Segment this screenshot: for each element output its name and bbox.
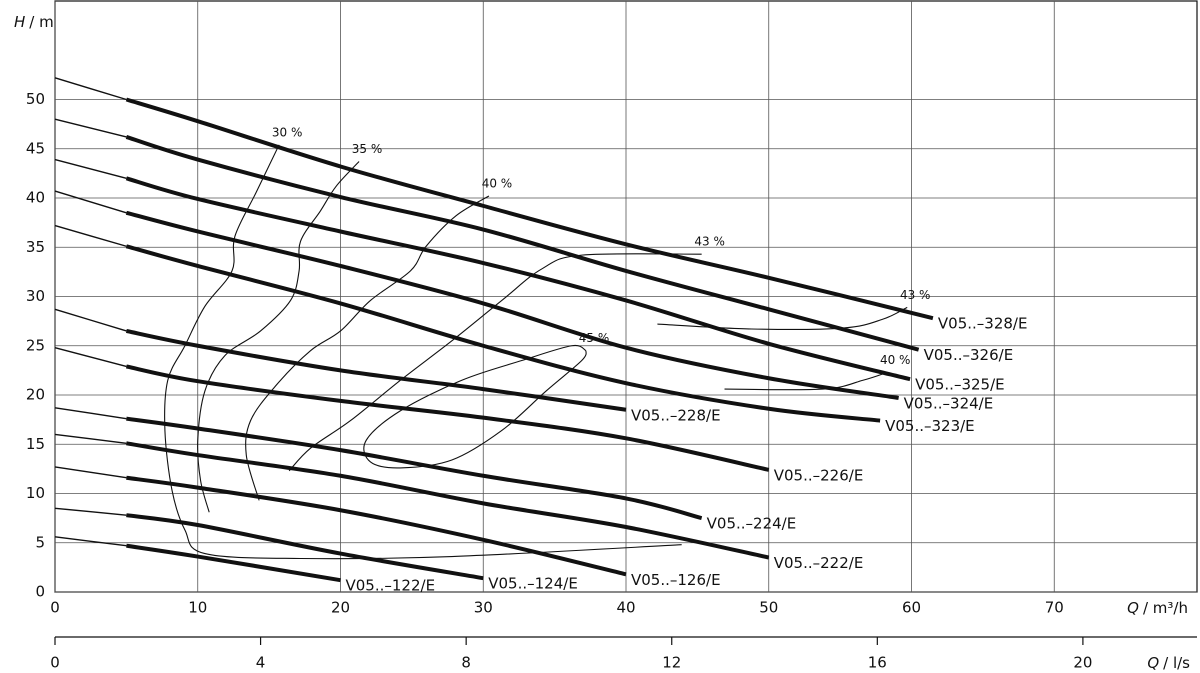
curve-label: V05..–222/E: [774, 554, 864, 572]
x2-axis-label: Q / l/s: [1147, 654, 1190, 672]
x2-tick-label: 20: [1073, 654, 1092, 672]
efficiency-curve: [245, 195, 490, 501]
curve-extension: [54, 190, 127, 214]
pump-curve: [125, 364, 770, 472]
pump-curve: [125, 244, 881, 423]
pump-curve: [126, 475, 627, 577]
efficiency-label: 43 %: [694, 235, 725, 249]
curve-extension: [54, 433, 127, 444]
pump-curve: [125, 135, 920, 352]
y-tick-label: 50: [26, 90, 45, 108]
curve-label: V05..–224/E: [707, 515, 797, 533]
pump-curve: [126, 416, 703, 521]
curve-extension: [54, 158, 127, 179]
curve-extension: [54, 308, 127, 332]
curve-extension: [54, 77, 127, 101]
efficiency-curve: [363, 344, 587, 469]
x-label-symbol: Q: [1127, 599, 1139, 617]
y-axis-label: H / m: [14, 13, 54, 31]
efficiency-label: 40 %: [482, 177, 513, 191]
efficiency-label: 35 %: [352, 142, 383, 156]
pump-curve: [126, 543, 341, 583]
x-tick-label: 10: [188, 599, 207, 617]
pump-curve: [125, 210, 899, 400]
pump-curve: [125, 329, 627, 412]
y-tick-label: 45: [26, 139, 45, 157]
efficiency-label: 43 %: [900, 288, 931, 302]
curve-extension: [54, 536, 127, 547]
curve-label: V05..–124/E: [488, 575, 578, 593]
curve-label: V05..–226/E: [774, 466, 864, 484]
efficiency-label: 30 %: [272, 125, 303, 139]
y-tick-label: 30: [26, 287, 45, 305]
curve-label: V05..–122/E: [346, 577, 436, 595]
pump-curve: [126, 513, 484, 581]
pump-curve: [125, 176, 911, 382]
y-tick-label: 35: [26, 238, 45, 256]
efficiency-curve: [657, 306, 908, 330]
x2-tick-label: 16: [868, 654, 887, 672]
efficiency-curve: [164, 144, 682, 560]
curve-extension: [54, 118, 127, 138]
pump-curve: [125, 97, 934, 321]
y-tick-label: 0: [35, 583, 45, 601]
x2-label-symbol: Q: [1147, 654, 1159, 672]
y-tick-label: 5: [35, 533, 45, 551]
efficiency-label: 40 %: [880, 353, 911, 367]
curve-label: V05..–126/E: [631, 571, 721, 589]
curve-extension: [54, 224, 127, 247]
x-tick-label: 20: [331, 599, 350, 617]
curve-label: V05..–328/E: [938, 315, 1028, 333]
x2-tick-label: 12: [662, 654, 681, 672]
efficiency-curve: [724, 371, 888, 391]
curve-extension: [54, 347, 127, 368]
x-axis-label: Q / m³/h: [1127, 599, 1188, 617]
x-tick-label: 0: [50, 599, 60, 617]
y-tick-label: 10: [26, 484, 45, 502]
x2-tick-label: 0: [50, 654, 60, 672]
x-tick-label: 70: [1045, 599, 1064, 617]
y-tick-label: 15: [26, 435, 45, 453]
x-tick-label: 50: [759, 599, 778, 617]
curve-label: V05..–324/E: [904, 394, 994, 412]
x2-tick-label: 4: [256, 654, 266, 672]
pump-curve: [126, 441, 770, 560]
x-tick-label: 60: [902, 599, 921, 617]
y-tick-label: 25: [26, 336, 45, 354]
curve-label: V05..–325/E: [915, 376, 1005, 394]
y-label-unit: / m: [29, 13, 53, 31]
curve-extension: [54, 507, 127, 516]
curve-extension: [54, 407, 127, 420]
curve-label: V05..–228/E: [631, 406, 721, 424]
efficiency-curve: [197, 161, 360, 513]
x2-tick-label: 8: [461, 654, 471, 672]
curve-label: V05..–323/E: [885, 417, 975, 435]
x-tick-label: 40: [616, 599, 635, 617]
y-tick-label: 40: [26, 189, 45, 207]
efficiency-curve: [288, 253, 702, 472]
x-label-unit: / m³/h: [1143, 599, 1188, 617]
y-tick-label: 20: [26, 386, 45, 404]
curve-extension: [54, 466, 127, 479]
x2-label-unit: / l/s: [1163, 654, 1190, 672]
y-label-symbol: H: [14, 13, 25, 31]
x-tick-label: 30: [474, 599, 493, 617]
curve-label: V05..–326/E: [924, 346, 1014, 364]
